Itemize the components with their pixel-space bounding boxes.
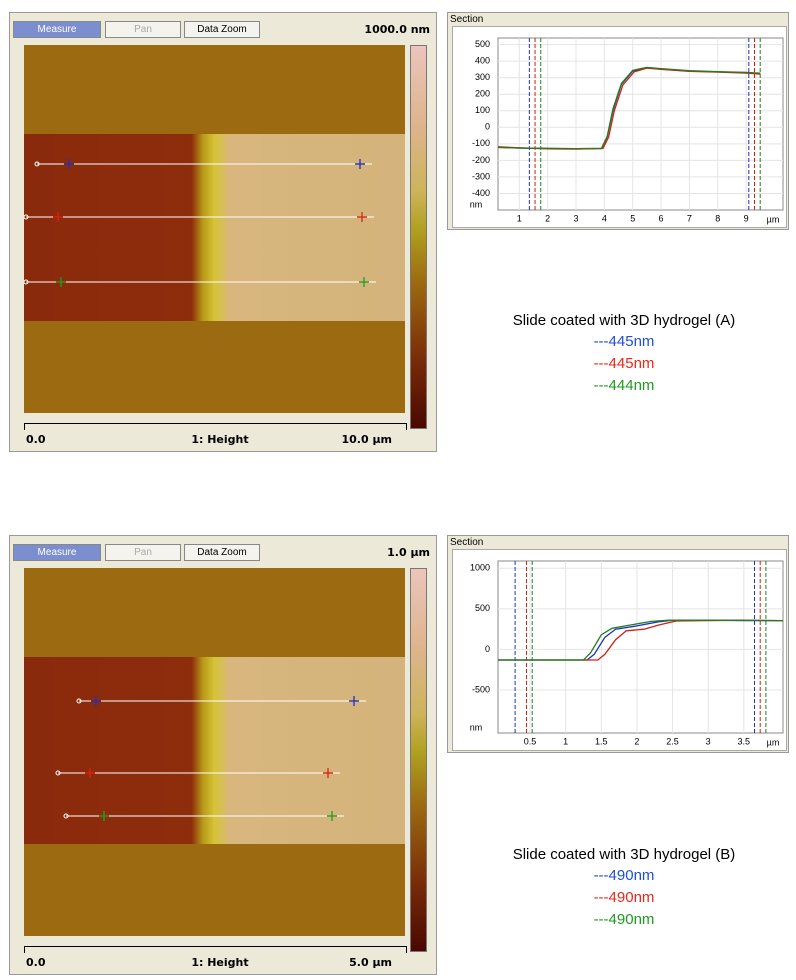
footer-left: 0.0 (26, 433, 46, 446)
x-tick-label: 3 (573, 213, 578, 223)
y-tick-label: 1000 (470, 563, 490, 573)
x-tick-label: 7 (687, 213, 692, 223)
step-height: ---444nm (474, 377, 774, 394)
x-tick-label: 2 (634, 736, 639, 746)
x-tick-label: 0.5 (524, 736, 537, 746)
x-tick-label: 9 (744, 213, 749, 223)
toolbar-button[interactable]: Measure (13, 544, 101, 561)
x-tick-label: 2 (545, 213, 550, 223)
scale-label: 1.0 µm (387, 546, 430, 559)
scale-label: 1000.0 nm (364, 23, 430, 36)
x-tick-label: 8 (715, 213, 720, 223)
footer-left: 0.0 (26, 956, 46, 969)
y-tick-label: 400 (475, 56, 490, 66)
y-tick-label: 500 (475, 603, 490, 613)
y-tick-label: -300 (472, 171, 490, 181)
y-tick-label: 200 (475, 89, 490, 99)
step-height: ---445nm (474, 355, 774, 372)
toolbar-button[interactable]: Data Zoom (184, 21, 260, 38)
y-tick-label: 300 (475, 72, 490, 82)
page: MeasurePanData Zoom1000.0 nm0.01: Height… (0, 0, 796, 980)
footer-rule (24, 423, 407, 430)
x-tick-label: 1.5 (595, 736, 608, 746)
y-unit: nm (470, 722, 483, 732)
plot-area (498, 561, 783, 733)
color-bar (410, 45, 427, 429)
x-tick-label: 4 (602, 213, 607, 223)
x-tick-label: 1 (517, 213, 522, 223)
toolbar-button[interactable]: Pan (105, 21, 181, 38)
caption: Slide coated with 3D hydrogel (B) (474, 846, 774, 863)
step-height: ---445nm (474, 333, 774, 350)
step-height: ---490nm (474, 911, 774, 928)
footer-center: 1: Height (170, 433, 270, 446)
footer-rule (24, 946, 407, 953)
step-height: ---490nm (474, 867, 774, 884)
y-tick-label: 500 (475, 39, 490, 49)
toolbar-button[interactable]: Measure (13, 21, 101, 38)
footer-right: 5.0 µm (349, 956, 392, 969)
measure-overlay (24, 45, 405, 413)
color-bar (410, 568, 427, 952)
y-tick-label: 100 (475, 105, 490, 115)
y-tick-label: 0 (485, 644, 490, 654)
section-window: Section 1000 500 0 -500 0.5 1 1.5 2 2.5 3 3.5 nm µm (447, 535, 789, 753)
step-height: ---490nm (474, 889, 774, 906)
y-tick-label: -100 (472, 138, 490, 148)
height-image (24, 568, 405, 936)
x-tick-label: 6 (659, 213, 664, 223)
section-title: Section (450, 537, 483, 548)
x-tick-label: 3.5 (738, 736, 751, 746)
y-tick-label: -400 (472, 188, 490, 198)
caption: Slide coated with 3D hydrogel (A) (474, 312, 774, 329)
section-window: Section 500 400 300 200 100 0 -100 -200 -300 -400 1… (447, 12, 789, 230)
y-tick-label: -200 (472, 155, 490, 165)
toolbar-button[interactable]: Pan (105, 544, 181, 561)
height-image (24, 45, 405, 413)
x-tick-label: 5 (630, 213, 635, 223)
x-tick-label: 2.5 (666, 736, 679, 746)
footer-right: 10.0 µm (341, 433, 392, 446)
x-unit: µm (767, 737, 780, 747)
x-unit: µm (767, 214, 780, 224)
x-tick-label: 3 (706, 736, 711, 746)
y-tick-label: 0 (485, 122, 490, 132)
measure-overlay (24, 568, 405, 936)
footer-center: 1: Height (170, 956, 270, 969)
section-chart: 500 400 300 200 100 0 -100 -200 -300 -400 1 2 3 4 5 6 7 8… (452, 26, 787, 228)
section-title: Section (450, 14, 483, 25)
y-tick-label: -500 (472, 684, 490, 694)
y-unit: nm (470, 199, 483, 209)
section-chart: 1000 500 0 -500 0.5 1 1.5 2 2.5 3 3.5 nm µm (452, 549, 787, 751)
x-tick-label: 1 (563, 736, 568, 746)
toolbar-button[interactable]: Data Zoom (184, 544, 260, 561)
